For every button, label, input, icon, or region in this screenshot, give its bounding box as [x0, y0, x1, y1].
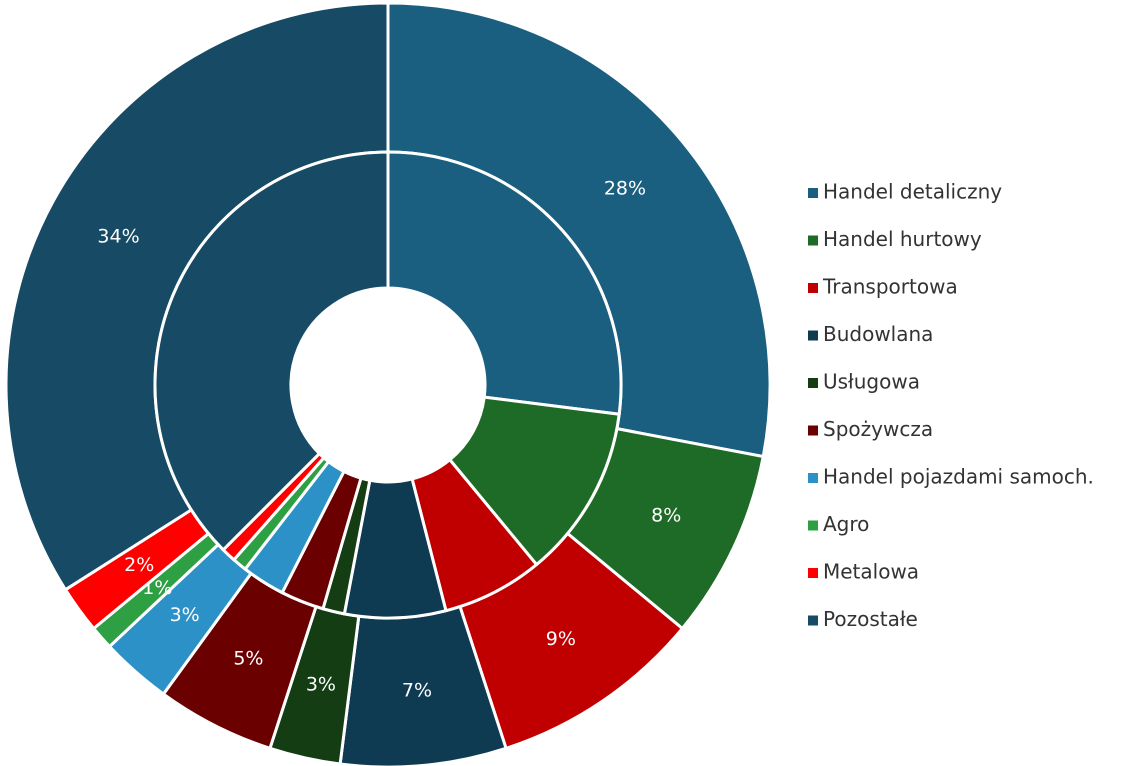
pie-slice	[447, 395, 621, 567]
legend-swatch	[808, 235, 818, 246]
legend-swatch	[808, 283, 818, 293]
data-label: 34%	[97, 225, 139, 247]
data-label: 3%	[306, 674, 336, 696]
data-label: 3%	[170, 604, 200, 626]
legend-swatch	[808, 568, 818, 578]
data-label: 28%	[604, 177, 646, 199]
data-label: 8%	[651, 504, 681, 526]
legend-label: Handel detaliczny	[823, 180, 1002, 204]
legend-label: Spożywcza	[823, 417, 933, 441]
legend-label: Transportowa	[822, 275, 958, 299]
legend-label: Metalowa	[823, 560, 919, 584]
legend-swatch	[808, 425, 818, 436]
data-label: 9%	[546, 628, 576, 650]
legend-swatch	[808, 615, 818, 626]
legend-swatch	[808, 473, 818, 483]
legend-label: Handel hurtowy	[823, 227, 982, 251]
data-label: 7%	[402, 680, 432, 702]
legend-swatch	[808, 378, 818, 388]
pie-slice	[386, 150, 623, 416]
legend-label: Pozostałe	[823, 607, 918, 631]
pie-slice	[153, 150, 390, 552]
legend-label: Agro	[823, 512, 869, 536]
legend-swatch	[808, 520, 818, 531]
legend-label: Budowlana	[823, 322, 933, 346]
legend-swatch	[808, 188, 818, 198]
legend-swatch	[808, 330, 818, 341]
data-label: 5%	[233, 647, 263, 669]
legend-label: Usługowa	[823, 370, 920, 394]
data-label: 2%	[124, 554, 154, 576]
legend-label: Handel pojazdami samoch.	[823, 465, 1094, 489]
